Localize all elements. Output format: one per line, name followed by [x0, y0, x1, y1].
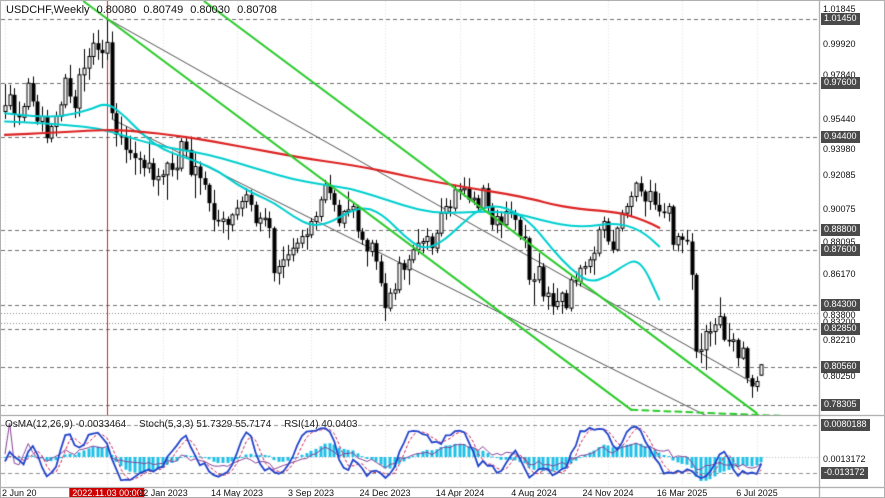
price-tick-label: 1.01845 — [823, 4, 856, 14]
time-axis-label: 4 Aug 2024 — [511, 488, 557, 498]
indicator-axis-label: -0.013172 — [821, 467, 868, 479]
rsi-label: RSI(14) 40.0403 — [284, 419, 358, 430]
price-level-label: 0.88800 — [821, 224, 860, 236]
price-level-label: 0.84300 — [821, 299, 860, 311]
price-tick-label: 0.92085 — [823, 170, 856, 180]
open-value: 0.80080 — [96, 4, 137, 16]
price-level-label: 0.78305 — [821, 399, 860, 411]
price-level-label: 0.87600 — [821, 244, 860, 256]
low-value: 0.80030 — [190, 4, 231, 16]
time-axis-label: 6 Jul 2025 — [736, 488, 778, 498]
price-tick-label: 0.97840 — [823, 70, 856, 80]
price-tick-label: 0.83200 — [823, 317, 856, 327]
price-level-label: 0.82850 — [821, 323, 860, 335]
time-axis-label: 14 Apr 2024 — [435, 488, 485, 498]
price-tick-label: 0.82210 — [823, 335, 856, 345]
price-tick-label: 0.83800 — [823, 310, 856, 320]
price-tick-label: 0.95440 — [823, 114, 856, 124]
time-axis-label: 22 Jan 2023 — [138, 488, 188, 498]
price-level-label: 1.01450 — [821, 13, 860, 25]
time-axis-selected-label: 2022.11.03 00:00 — [69, 488, 145, 497]
symbol-period-label: USDCHF,Weekly — [6, 4, 90, 16]
price-tick-label: 0.99920 — [823, 39, 856, 49]
time-axis-label: 24 Dec 2023 — [359, 488, 411, 498]
price-level-label: 0.97600 — [821, 77, 860, 89]
price-tick-label: 0.80250 — [823, 371, 856, 381]
time-axis-label: 16 Mar 2025 — [656, 488, 708, 498]
time-axis-label: 2 Jun 20 — [2, 488, 37, 498]
indicator-axis-label: 0.0080188 — [821, 419, 870, 431]
high-value: 0.80749 — [143, 4, 184, 16]
time-axis-label: 24 Nov 2024 — [582, 488, 634, 498]
price-tick-label: 0.93980 — [823, 144, 856, 154]
stoch-label: Stoch(5,3,3) 51.7329 55.7174 — [138, 419, 272, 430]
close-value: 0.80708 — [237, 4, 277, 16]
price-level-label: 0.94400 — [821, 131, 860, 143]
price-tick-label: 0.90075 — [823, 204, 856, 214]
osma-label: OsMA(12,26,9) -0.0033464 — [5, 419, 127, 430]
price-level-label: 0.80560 — [821, 361, 860, 373]
indicator-readout: OsMA(12,26,9) -0.0033464 Stoch(5,3,3) 51… — [5, 419, 367, 430]
symbol-ohlc-readout: USDCHF,Weekly 0.80080 0.80749 0.80030 0.… — [6, 4, 281, 16]
time-axis-label: 14 May 2023 — [210, 488, 264, 498]
price-tick-label: 0.88095 — [823, 237, 856, 247]
indicator-axis-label: 0.0013172 — [823, 454, 866, 464]
time-axis-label: 3 Sep 2023 — [287, 488, 335, 498]
price-tick-label: 0.86170 — [823, 269, 856, 279]
